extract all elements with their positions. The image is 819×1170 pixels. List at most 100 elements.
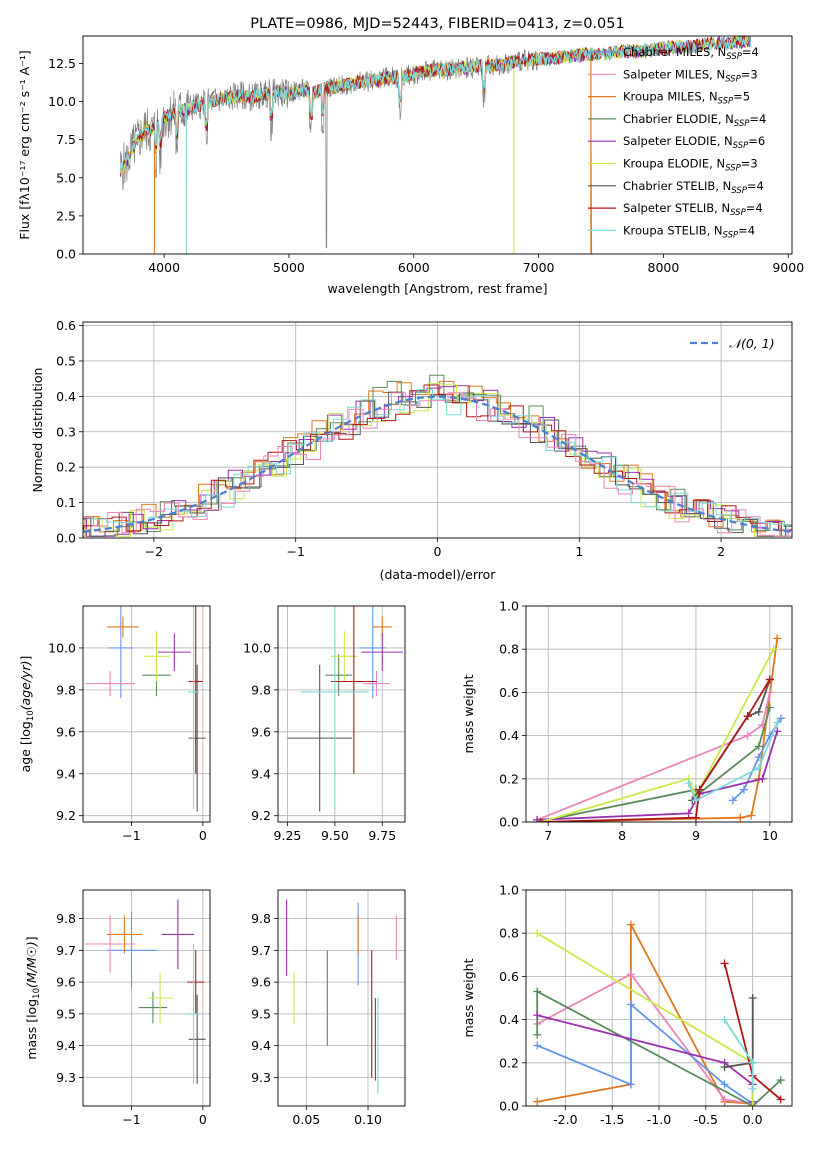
y-tick-label: 0.2 xyxy=(499,771,519,786)
weight-marker xyxy=(533,1097,542,1106)
legend-label: Salpeter MILES, NSSP=3 xyxy=(623,67,758,84)
y-tick-label: 9.6 xyxy=(56,975,76,990)
y-tick-label: 10.0 xyxy=(48,94,76,109)
y-axis-label: mass [log10(M/M☉)] xyxy=(24,936,42,1059)
weight-marker xyxy=(533,929,542,938)
weight-marker xyxy=(695,785,704,794)
weight-marker xyxy=(754,742,763,751)
weight-marker xyxy=(626,1080,635,1089)
chart-title: PLATE=0986, MJD=52443, FIBERID=0413, z=0… xyxy=(250,16,624,32)
histogram-step-line xyxy=(83,389,792,537)
y-tick-label: 0.4 xyxy=(56,389,76,404)
y-tick-label: 0.2 xyxy=(56,460,76,475)
weight-marker xyxy=(684,809,693,818)
x-tick-label: -2.0 xyxy=(553,1112,577,1127)
legend-label: Chabrier ELODIE, NSSP=4 xyxy=(623,112,766,129)
y-axis-label: mass weight xyxy=(461,674,476,753)
x-tick-label: 8000 xyxy=(648,260,680,275)
axes-frame xyxy=(277,605,406,823)
y-tick-label: 7.5 xyxy=(56,132,76,147)
y-tick-label: 0.8 xyxy=(499,926,519,941)
legend-label: Kroupa MILES, NSSP=5 xyxy=(623,90,750,107)
weight-marker xyxy=(533,815,542,822)
x-tick-label: 10 xyxy=(762,828,778,843)
weight-marker xyxy=(748,994,757,1002)
age-weights-panel: 7 8 9 10 0.0 0.2 0.4 0.6 0.8 1.0 mass weight xyxy=(461,599,793,843)
weight-marker xyxy=(776,1095,785,1104)
weight-marker xyxy=(743,731,752,740)
x-tick-label: 9.75 xyxy=(368,828,396,843)
x-tick-label: 6000 xyxy=(398,260,430,275)
z-mass-panel: −1 0 9.3 9.4 9.5 9.6 9.7 9.8 mass [log10(M/M☉)] xyxy=(24,889,211,1127)
legend-label: Kroupa STELIB, NSSP=4 xyxy=(623,223,755,240)
weight-marker xyxy=(747,811,756,820)
residuals-panel: −2 −1 0 1 2 0.0 0.1 0.2 0.3 0.4 0.5 0.6 (data-model)… xyxy=(30,318,793,582)
axes-frame xyxy=(277,889,406,1107)
legend-label: Salpeter STELIB, NSSP=4 xyxy=(623,201,763,218)
mass-age-panel: 9.25 9.50 9.75 9.2 9.4 9.6 9.8 10.0 xyxy=(243,605,406,843)
y-tick-label: 9.5 xyxy=(251,1006,271,1021)
plot-area xyxy=(287,606,404,812)
weight-marker xyxy=(720,959,729,968)
y-tick-label: 0.2 xyxy=(499,1055,519,1070)
weight-marker xyxy=(758,774,767,783)
x-tick-label: 0.10 xyxy=(354,1112,382,1127)
axes-frame xyxy=(525,605,793,823)
plot-area xyxy=(85,899,206,1084)
weight-marker xyxy=(748,1058,757,1067)
y-tick-label: 2.5 xyxy=(56,208,76,223)
y-tick-label: 0.6 xyxy=(499,685,519,700)
y-tick-label: 0.6 xyxy=(499,969,519,984)
axes-frame xyxy=(525,889,793,1107)
weight-line xyxy=(687,722,779,802)
axes-frame xyxy=(82,889,211,1107)
weight-marker xyxy=(626,1000,635,1009)
legend-label: Salpeter ELODIE, NSSP=6 xyxy=(623,134,765,151)
y-tick-label: 9.8 xyxy=(251,682,271,697)
x-tick-label: 9.50 xyxy=(321,828,349,843)
axes-frame xyxy=(82,605,211,823)
plot-area xyxy=(85,606,206,812)
x-axis-label: wavelength [Angstrom, rest frame] xyxy=(327,281,547,296)
y-tick-label: 0.6 xyxy=(56,318,76,333)
y-tick-label: 9.6 xyxy=(251,975,271,990)
x-tick-label: 0.0 xyxy=(743,1112,763,1127)
y-tick-label: 9.2 xyxy=(251,808,271,823)
weight-marker xyxy=(533,1041,542,1050)
y-tick-label: 9.3 xyxy=(56,1070,76,1085)
legend-label: Chabrier MILES, NSSP=4 xyxy=(623,45,759,62)
weight-marker xyxy=(626,970,635,979)
weight-marker xyxy=(736,813,745,822)
y-tick-label: 9.5 xyxy=(56,1006,76,1021)
weight-marker xyxy=(684,779,693,788)
weight-marker xyxy=(626,920,635,929)
model-spectrum-line xyxy=(119,36,752,254)
weight-line xyxy=(540,648,775,822)
y-tick-label: 0.0 xyxy=(499,1099,519,1114)
y-tick-label: 0.0 xyxy=(499,815,519,830)
weight-marker xyxy=(748,1102,757,1106)
y-tick-label: 0.4 xyxy=(499,728,519,743)
weight-marker xyxy=(776,1076,785,1085)
y-tick-label: 9.8 xyxy=(56,911,76,926)
y-tick-label: 0.0 xyxy=(56,247,76,262)
plot-area xyxy=(119,36,752,254)
x-tick-label: 0 xyxy=(199,1112,207,1127)
y-tick-label: 0.5 xyxy=(56,353,76,368)
histogram-step-line xyxy=(83,384,792,532)
legend: 𝒩(0, 1) xyxy=(690,336,775,351)
weight-marker xyxy=(773,634,782,643)
weight-marker xyxy=(533,987,542,996)
y-axis-label: Flux [fλ10⁻¹⁷ erg cm⁻² s⁻¹ A⁻¹] xyxy=(17,50,32,239)
z-age-panel: −1 0 9.2 9.4 9.6 9.8 10.0 age [log10(age/yr)] xyxy=(18,605,211,843)
axes-frame xyxy=(82,35,793,255)
x-tick-label: −1 xyxy=(122,1112,140,1127)
y-axis-label: Normed distribution xyxy=(30,368,45,493)
weight-marker xyxy=(720,1015,729,1024)
weight-marker xyxy=(533,1011,542,1020)
weight-marker xyxy=(754,764,763,772)
y-tick-label: 0.4 xyxy=(499,1012,519,1027)
weight-marker xyxy=(765,688,774,697)
